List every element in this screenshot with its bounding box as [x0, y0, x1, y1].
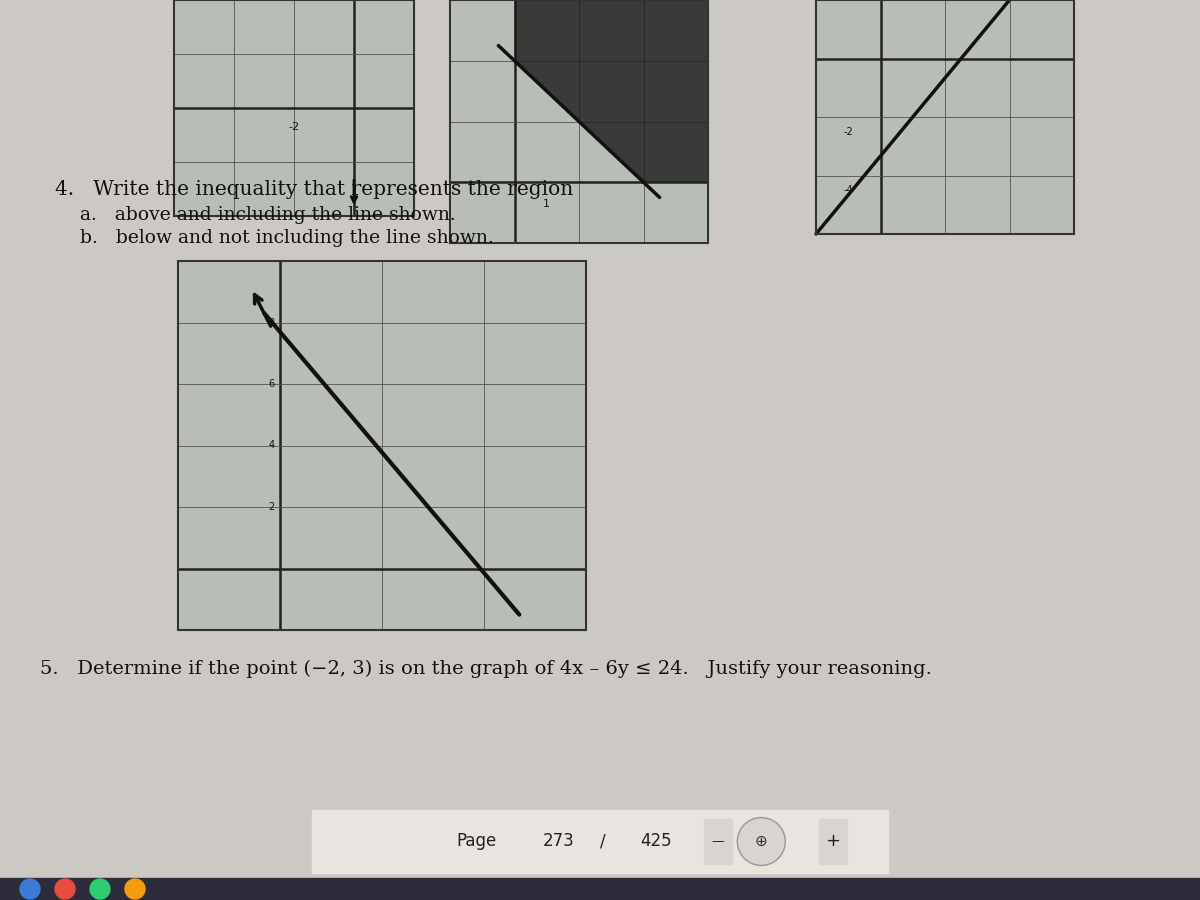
Circle shape [125, 879, 145, 899]
Bar [174, 0, 414, 216]
Text: 8: 8 [269, 318, 275, 328]
Bar [0, 878, 1200, 900]
Text: -4: -4 [844, 185, 853, 195]
Text: 4.   Write the inequality that represents the region: 4. Write the inequality that represents … [55, 180, 574, 199]
Text: /: / [600, 832, 606, 850]
Text: Page: Page [456, 832, 497, 850]
Text: -2: -2 [844, 127, 853, 137]
Bar [450, 0, 708, 243]
Text: 1: 1 [544, 199, 551, 209]
Text: a.   above and including the line shown.: a. above and including the line shown. [80, 206, 456, 224]
Text: -2: -2 [288, 122, 300, 132]
Bar [818, 819, 847, 864]
Text: 5.   Determine if the point (−2, 3) is on the graph of 4x – 6y ≤ 24.   Justify y: 5. Determine if the point (−2, 3) is on … [40, 660, 932, 679]
Circle shape [20, 879, 40, 899]
Circle shape [55, 879, 74, 899]
Text: 425: 425 [641, 832, 672, 850]
Text: +: + [826, 832, 840, 850]
Text: 6: 6 [269, 379, 275, 389]
Circle shape [737, 817, 785, 866]
Bar [178, 261, 586, 630]
Text: —: — [712, 835, 724, 848]
Text: 2: 2 [269, 502, 275, 512]
Bar [450, 0, 708, 243]
Text: 4: 4 [269, 440, 275, 451]
Bar [174, 0, 414, 216]
Text: b.   below and not including the line shown.: b. below and not including the line show… [80, 229, 493, 247]
Bar [178, 261, 586, 630]
Circle shape [90, 879, 110, 899]
Text: ⊕: ⊕ [755, 834, 768, 849]
Bar [816, 0, 1074, 234]
Text: 273: 273 [542, 832, 574, 850]
Bar [312, 810, 888, 873]
Bar [703, 819, 732, 864]
Bar [816, 0, 1074, 234]
Polygon shape [515, 0, 708, 182]
